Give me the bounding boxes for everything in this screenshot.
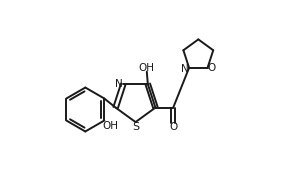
- Text: O: O: [169, 122, 177, 132]
- Text: N: N: [115, 79, 123, 89]
- Text: OH: OH: [139, 63, 155, 73]
- Text: S: S: [132, 122, 139, 132]
- Text: OH: OH: [102, 121, 118, 131]
- Text: N: N: [181, 64, 189, 74]
- Text: O: O: [208, 64, 216, 74]
